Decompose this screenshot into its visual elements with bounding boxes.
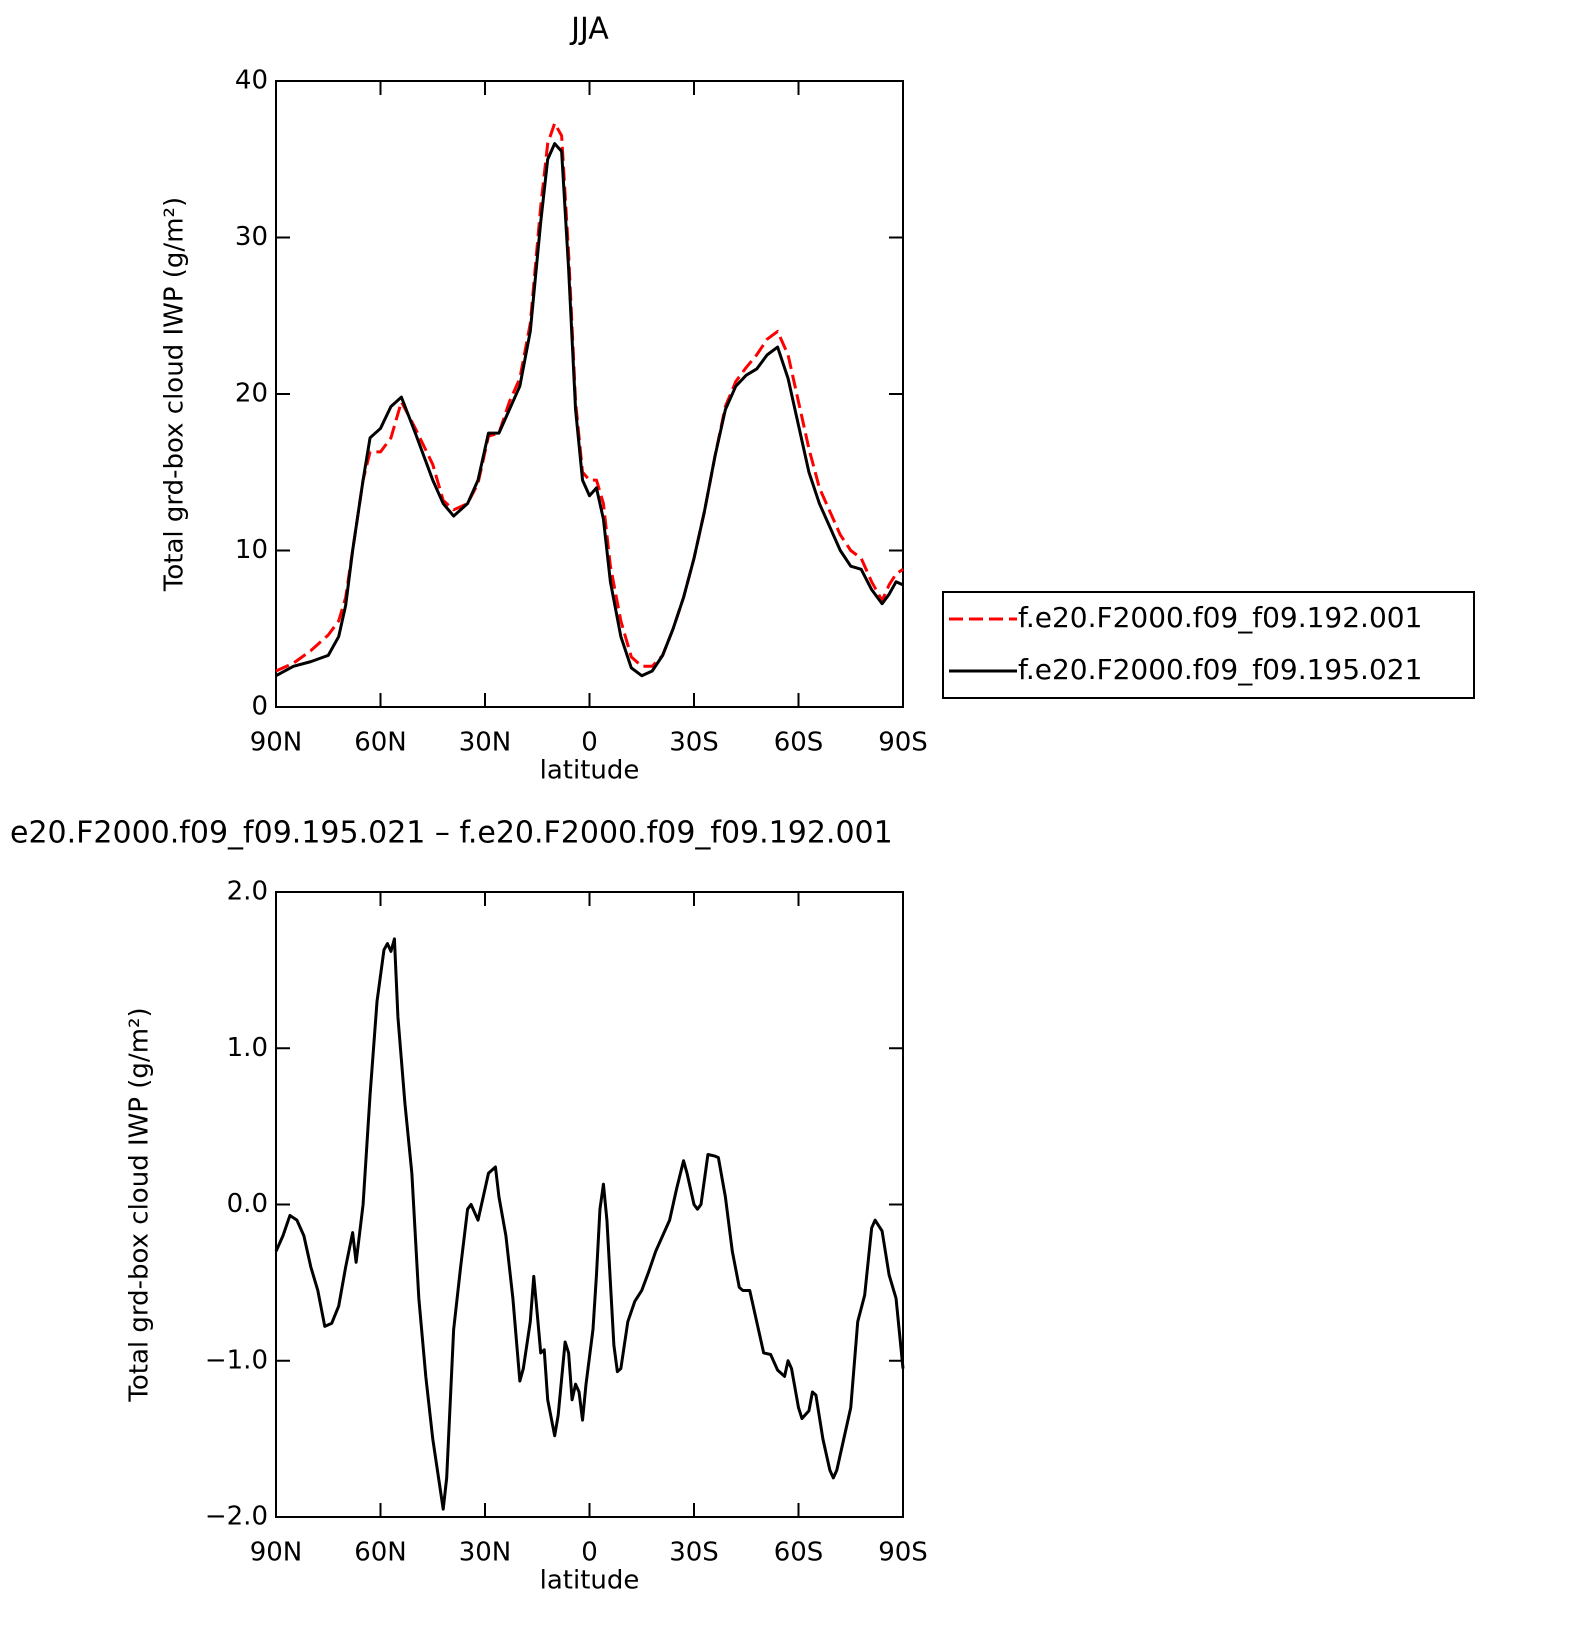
x-tick-label: 0 (581, 1538, 598, 1568)
x-tick-label: 90N (250, 728, 303, 758)
x-tick-label: 60S (774, 728, 824, 758)
data-line (274, 937, 905, 1511)
y-tick-label: −2.0 (205, 1502, 268, 1532)
x-axis-label: latitude (540, 1566, 640, 1596)
legend-label: f.e20.F2000.f09_f09.195.021 (1018, 653, 1422, 686)
x-tick-label: 60S (774, 1538, 824, 1568)
y-tick-label: 2.0 (227, 877, 268, 907)
x-tick-label: 90S (878, 728, 928, 758)
y-tick-label: −1.0 (205, 1345, 268, 1375)
y-tick-label: 10 (235, 535, 268, 565)
y-tick-label: 1.0 (227, 1033, 268, 1063)
x-tick-label: 30N (459, 728, 512, 758)
x-tick-label: 60N (354, 728, 407, 758)
y-tick-label: 40 (235, 66, 268, 96)
x-axis-label: latitude (540, 756, 640, 786)
y-tick-label: 0 (251, 692, 268, 722)
y-tick-label: 0.0 (227, 1189, 268, 1219)
legend-box (942, 591, 1475, 699)
data-line (275, 121, 904, 673)
x-tick-label: 30S (669, 1538, 719, 1568)
x-tick-label: 90S (878, 1538, 928, 1568)
y-tick-label: 20 (235, 379, 268, 409)
x-tick-label: 60N (354, 1538, 407, 1568)
chart-title: JJA (569, 12, 609, 47)
data-line (275, 142, 904, 678)
y-tick-label: 30 (235, 222, 268, 252)
plot-frame (275, 80, 904, 708)
x-tick-label: 30S (669, 728, 719, 758)
y-axis-label: Total grd-box cloud IWP (g/m²) (125, 1007, 155, 1402)
y-axis-label: Total grd-box cloud IWP (g/m²) (160, 197, 190, 592)
legend-label: f.e20.F2000.f09_f09.192.001 (1018, 601, 1422, 634)
plot-frame (275, 891, 904, 1518)
x-tick-label: 30N (459, 1538, 512, 1568)
chart-title: e20.F2000.f09_f09.195.021 – f.e20.F2000.… (10, 816, 893, 851)
x-tick-label: 0 (581, 728, 598, 758)
x-tick-label: 90N (250, 1538, 303, 1568)
